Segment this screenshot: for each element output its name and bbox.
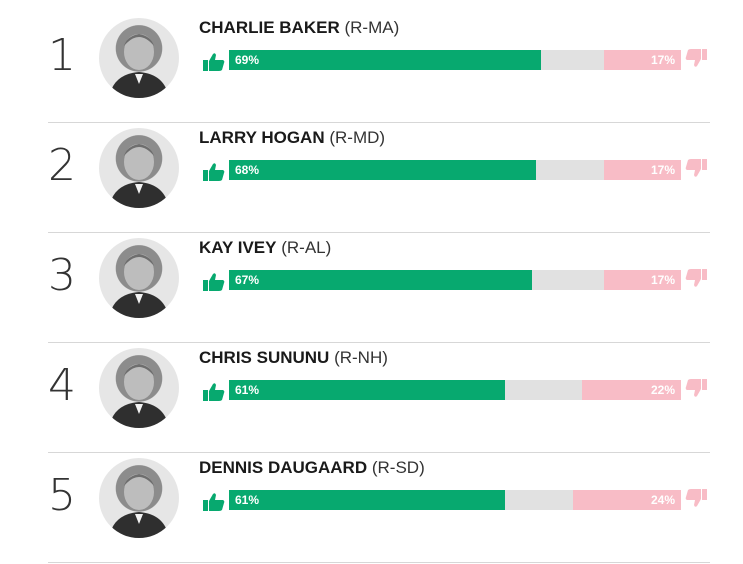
disapprove-bar-segment: 24%	[573, 490, 681, 510]
governor-name: CHRIS SUNUNU	[199, 348, 330, 367]
thumbs-up-icon	[203, 382, 225, 402]
disapprove-label: 17%	[650, 53, 675, 67]
avatar	[99, 238, 179, 318]
rank-number: 1	[48, 30, 76, 81]
thumbs-up-icon	[203, 52, 225, 72]
governor-name: KAY IVEY	[199, 238, 277, 257]
approve-bar-segment: 68%	[229, 160, 536, 180]
avatar	[99, 348, 179, 428]
disapprove-bar-segment: 17%	[604, 160, 681, 180]
governor-row: 1 CHARLIE BAKER (R-MA) 69% 17%	[0, 14, 743, 124]
governor-row: 3 KAY IVEY (R-AL) 67% 17%	[0, 234, 743, 344]
disapprove-bar-segment: 22%	[582, 380, 681, 400]
disapprove-bar-segment: 17%	[604, 270, 681, 290]
row-divider	[48, 452, 710, 453]
thumbs-up-icon	[203, 272, 225, 292]
rank-number: 3	[48, 250, 76, 301]
avatar	[99, 18, 179, 98]
thumbs-down-icon	[685, 158, 707, 178]
party-state: (R-MD)	[329, 128, 386, 147]
thumbs-down-icon	[685, 48, 707, 68]
governor-name-line: DENNIS DAUGAARD (R-SD)	[199, 458, 425, 478]
approve-label: 61%	[235, 383, 260, 397]
governor-name-line: LARRY HOGAN (R-MD)	[199, 128, 385, 148]
party-state: (R-MA)	[344, 18, 400, 37]
approve-bar-segment: 61%	[229, 490, 505, 510]
governor-row: 5 DENNIS DAUGAARD (R-SD) 61% 24%	[0, 454, 743, 564]
thumbs-down-icon	[685, 268, 707, 288]
row-divider	[48, 232, 710, 233]
disapprove-label: 24%	[650, 493, 675, 507]
approval-bar: 67% 17%	[229, 270, 681, 290]
approve-label: 61%	[235, 493, 260, 507]
governor-row: 2 LARRY HOGAN (R-MD) 68% 17%	[0, 124, 743, 234]
approval-bar: 69% 17%	[229, 50, 681, 70]
approve-label: 67%	[235, 273, 260, 287]
disapprove-label: 22%	[650, 383, 675, 397]
governor-row: 4 CHRIS SUNUNU (R-NH) 61% 22%	[0, 344, 743, 454]
approval-bar: 61% 22%	[229, 380, 681, 400]
avatar	[99, 458, 179, 538]
governor-name: DENNIS DAUGAARD	[199, 458, 368, 477]
disapprove-label: 17%	[650, 273, 675, 287]
row-divider	[48, 122, 710, 123]
governor-name-line: CHARLIE BAKER (R-MA)	[199, 18, 399, 38]
approve-label: 69%	[235, 53, 260, 67]
party-state: (R-AL)	[281, 238, 332, 257]
avatar	[99, 128, 179, 208]
thumbs-up-icon	[203, 492, 225, 512]
disapprove-label: 17%	[650, 163, 675, 177]
governor-name: LARRY HOGAN	[199, 128, 325, 147]
approval-bar: 68% 17%	[229, 160, 681, 180]
thumbs-up-icon	[203, 162, 225, 182]
governor-name: CHARLIE BAKER	[199, 18, 340, 37]
governor-name-line: KAY IVEY (R-AL)	[199, 238, 331, 258]
approval-bar: 61% 24%	[229, 490, 681, 510]
governor-name-line: CHRIS SUNUNU (R-NH)	[199, 348, 388, 368]
approve-bar-segment: 67%	[229, 270, 532, 290]
approve-bar-segment: 61%	[229, 380, 505, 400]
approve-label: 68%	[235, 163, 260, 177]
row-divider	[48, 562, 710, 563]
thumbs-down-icon	[685, 488, 707, 508]
party-state: (R-SD)	[371, 458, 425, 477]
rank-number: 4	[48, 360, 76, 411]
disapprove-bar-segment: 17%	[604, 50, 681, 70]
row-divider	[48, 342, 710, 343]
thumbs-down-icon	[685, 378, 707, 398]
approve-bar-segment: 69%	[229, 50, 541, 70]
party-state: (R-NH)	[334, 348, 388, 367]
rank-number: 5	[48, 470, 76, 521]
rank-number: 2	[48, 140, 76, 191]
